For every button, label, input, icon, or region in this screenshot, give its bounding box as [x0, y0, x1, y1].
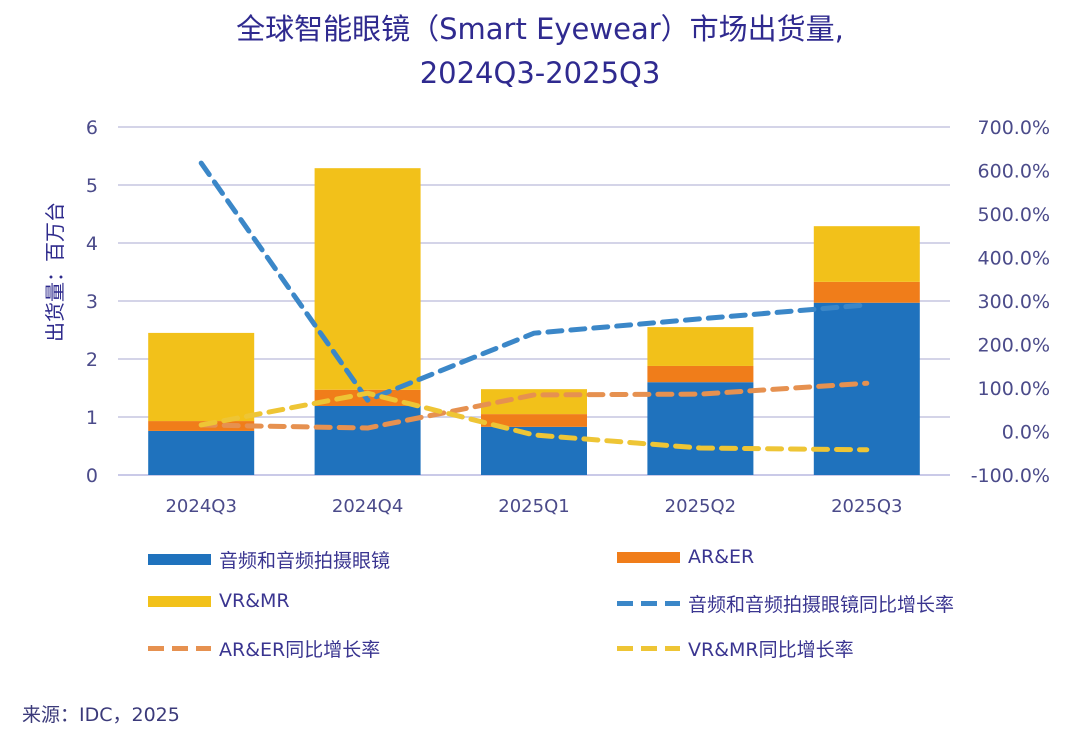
bar-segment [148, 332, 255, 422]
y-tick-label: 0 [86, 465, 98, 487]
y-tick-label: 4 [86, 233, 98, 255]
y-right-tick-label: 0.0% [1002, 422, 1050, 444]
legend-item-ar-er-yoy: AR&ER同比增长率 [148, 635, 380, 662]
legend-item-ar-er: AR&ER [617, 546, 754, 568]
legend-label: AR&ER同比增长率 [219, 639, 381, 661]
legend-item-vr-mr: VR&MR [148, 590, 290, 612]
bar-segment [647, 365, 754, 383]
y-tick-label: 6 [86, 117, 98, 139]
legend-dash-vr-mr-yoy [617, 646, 680, 651]
legend-label: 音频和音频拍摄眼镜同比增长率 [688, 594, 955, 616]
legend-item-audio-yoy: 音频和音频拍摄眼镜同比增长率 [617, 590, 954, 617]
chart-canvas: 0 1 2 3 4 5 6 -100.0% 0.0% 100.0% 200.0% 300.0% 400… [43, 117, 1050, 517]
legend-swatch-audio [148, 554, 211, 565]
legend-swatch-ar-er [617, 551, 680, 563]
legend-dash-audio-yoy [617, 601, 680, 606]
x-tick-label: 2025Q3 [831, 496, 902, 517]
y-axis-label: 出货量：百万台 [43, 202, 67, 342]
legend-label: 音频和音频拍摄眼镜 [219, 550, 391, 572]
bar-segment [813, 226, 920, 282]
y-tick-label: 1 [86, 407, 98, 429]
legend-label: VR&MR同比增长率 [688, 639, 854, 661]
x-tick-label: 2024Q4 [332, 496, 403, 517]
y-right-tick-label: 500.0% [978, 204, 1050, 226]
bar-segment [314, 168, 421, 390]
bar-segment [314, 405, 421, 475]
y-right-tick-label: 100.0% [978, 378, 1050, 400]
bar-segment [148, 430, 255, 475]
y-axis-left: 0 1 2 3 4 5 6 [86, 117, 98, 487]
chart-subtitle: 2024Q3-2025Q3 [419, 56, 661, 90]
bar-segment [647, 382, 754, 475]
bar-segment [481, 426, 587, 475]
x-axis: 2024Q3 2024Q4 2025Q1 2025Q2 2025Q3 [165, 496, 902, 517]
y-right-tick-label: 300.0% [978, 291, 1050, 313]
legend-item-audio: 音频和音频拍摄眼镜 [148, 546, 390, 573]
bar-segment [481, 414, 587, 427]
legend-swatch-vr-mr [148, 595, 211, 607]
chart-title: 全球智能眼镜（Smart Eyewear）市场出货量, [236, 12, 844, 46]
legend-dash-ar-er-yoy [148, 646, 211, 651]
line-series [198, 160, 870, 403]
bar-segment [647, 327, 754, 366]
line-series [198, 390, 870, 453]
legend-item-vr-mr-yoy: VR&MR同比增长率 [617, 635, 854, 662]
y-tick-label: 5 [86, 175, 98, 197]
bar-segment [813, 302, 920, 475]
legend-label: VR&MR [219, 590, 290, 612]
bars [148, 168, 920, 475]
bar-segment [813, 281, 920, 303]
source-note: 来源：IDC，2025 [22, 704, 180, 726]
y-right-tick-label: 400.0% [978, 248, 1050, 270]
lines [198, 160, 870, 453]
y-right-tick-label: 700.0% [978, 117, 1050, 139]
y-right-tick-label: 600.0% [978, 161, 1050, 183]
legend-label: AR&ER [688, 546, 755, 568]
y-right-tick-label: -100.0% [971, 465, 1050, 487]
y-right-tick-label: 200.0% [978, 335, 1050, 357]
y-axis-right: -100.0% 0.0% 100.0% 200.0% 300.0% 400.0% 500.0… [971, 117, 1050, 487]
x-tick-label: 2025Q2 [665, 496, 736, 517]
y-tick-label: 3 [86, 291, 98, 313]
x-tick-label: 2025Q1 [498, 496, 569, 517]
x-tick-label: 2024Q3 [165, 496, 236, 517]
y-tick-label: 2 [86, 349, 98, 371]
